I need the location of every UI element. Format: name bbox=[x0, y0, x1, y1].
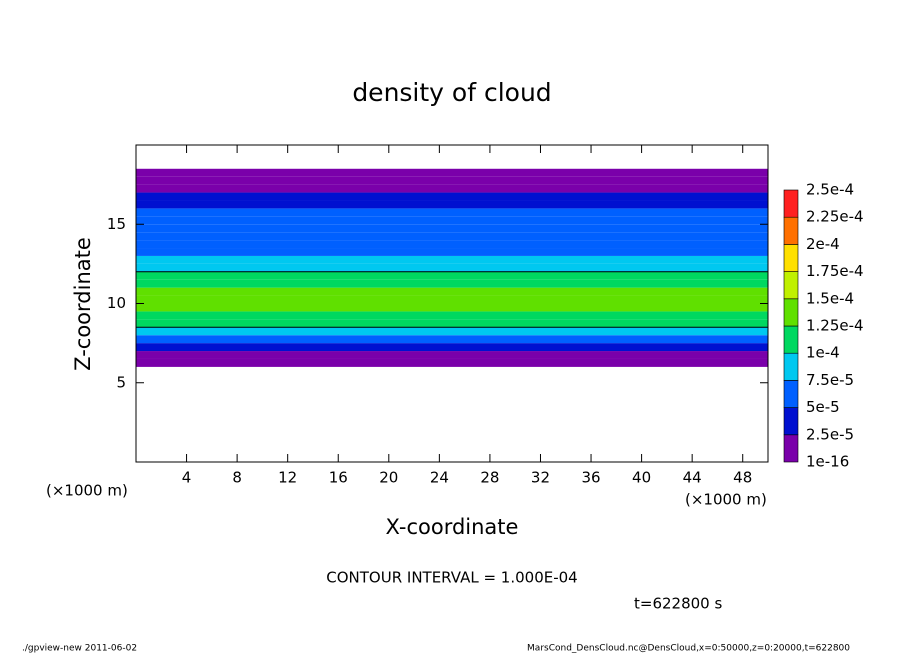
density-band bbox=[136, 232, 768, 241]
density-band bbox=[136, 343, 768, 352]
density-band bbox=[136, 271, 768, 280]
colorbar-label: 5e-5 bbox=[806, 398, 840, 416]
x-tick-label: 28 bbox=[480, 469, 499, 487]
density-band bbox=[136, 184, 768, 193]
density-band bbox=[136, 240, 768, 249]
x-unit-label: (×1000 m) bbox=[685, 491, 767, 509]
density-band bbox=[136, 263, 768, 272]
x-unit-label: (×1000 m) bbox=[46, 482, 128, 500]
x-tick-label: 16 bbox=[329, 469, 348, 487]
x-tick-label: 24 bbox=[430, 469, 449, 487]
colorbar-swatch bbox=[783, 271, 799, 300]
footer-left: ./gpview-new 2011-06-02 bbox=[22, 644, 137, 654]
density-band bbox=[136, 287, 768, 296]
density-band bbox=[136, 176, 768, 185]
x-tick-label: 40 bbox=[632, 469, 651, 487]
x-tick-label: 36 bbox=[581, 469, 600, 487]
colorbar-swatch bbox=[783, 325, 799, 354]
colorbar-swatch bbox=[783, 380, 799, 408]
density-band bbox=[136, 351, 768, 359]
density-band bbox=[136, 255, 768, 264]
x-tick-label: 4 bbox=[182, 469, 192, 487]
density-band bbox=[136, 358, 768, 367]
y-tick-label: 5 bbox=[116, 373, 126, 391]
colorbar-label: 1e-4 bbox=[806, 344, 840, 362]
x-tick-label: 48 bbox=[733, 469, 752, 487]
x-axis-label: X-coordinate bbox=[386, 515, 519, 539]
density-band bbox=[136, 216, 768, 225]
density-band bbox=[136, 303, 768, 312]
footer-right: MarsCond_DensCloud.nc@DensCloud,x=0:5000… bbox=[527, 644, 850, 654]
colorbar-label: 2.5e-5 bbox=[806, 425, 854, 443]
colorbar-swatch bbox=[783, 407, 799, 436]
colorbar-swatch bbox=[783, 434, 799, 463]
colorbar-label: 1.25e-4 bbox=[806, 317, 864, 335]
x-tick-label: 44 bbox=[683, 469, 702, 487]
colorbar-label: 7.5e-5 bbox=[806, 371, 854, 389]
density-band bbox=[136, 168, 768, 177]
density-band bbox=[136, 208, 768, 217]
density-band bbox=[136, 295, 768, 304]
density-band bbox=[136, 224, 768, 233]
x-tick-label: 12 bbox=[278, 469, 297, 487]
y-axis-label: Z-coordinate bbox=[71, 237, 95, 371]
y-tick-label: 15 bbox=[107, 215, 126, 233]
x-tick-label: 20 bbox=[379, 469, 398, 487]
time-note: t=622800 s bbox=[634, 595, 722, 613]
colorbar-swatch bbox=[783, 189, 799, 218]
density-band bbox=[136, 200, 768, 209]
colorbar-swatch bbox=[783, 244, 799, 272]
x-tick-label: 32 bbox=[531, 469, 550, 487]
density-band bbox=[136, 192, 768, 201]
density-band bbox=[136, 319, 768, 328]
density-band bbox=[136, 248, 768, 256]
density-band bbox=[136, 279, 768, 288]
density-band bbox=[136, 327, 768, 336]
x-tick-label: 8 bbox=[232, 469, 242, 487]
colorbar-swatch bbox=[783, 216, 799, 245]
colorbar-label: 1.5e-4 bbox=[806, 289, 854, 307]
chart-title: density of cloud bbox=[352, 78, 551, 107]
density-band bbox=[136, 335, 768, 344]
colorbar-label: 2.25e-4 bbox=[806, 208, 864, 226]
colorbar-label: 1.75e-4 bbox=[806, 262, 864, 280]
colorbar-label: 2e-4 bbox=[806, 235, 840, 253]
colorbar-label: 1e-16 bbox=[806, 453, 849, 471]
contour-note: CONTOUR INTERVAL = 1.000E-04 bbox=[326, 569, 577, 587]
colorbar-swatch bbox=[783, 352, 799, 381]
colorbar-swatch bbox=[783, 298, 799, 327]
y-tick-label: 10 bbox=[107, 294, 126, 312]
colorbar-label: 2.5e-4 bbox=[806, 181, 854, 199]
density-band bbox=[136, 311, 768, 320]
